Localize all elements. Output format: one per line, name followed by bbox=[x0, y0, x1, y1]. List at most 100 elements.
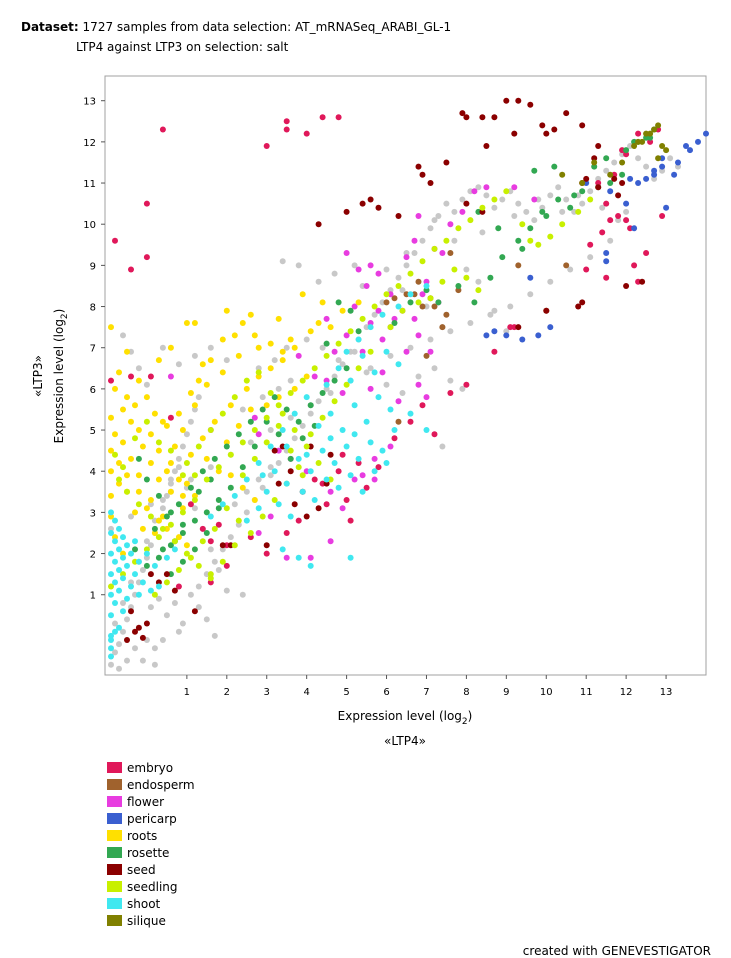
data-point bbox=[275, 385, 282, 392]
data-point bbox=[179, 443, 186, 450]
data-point bbox=[375, 307, 382, 314]
data-point bbox=[655, 122, 662, 129]
data-point bbox=[435, 213, 442, 219]
data-point bbox=[223, 439, 230, 446]
data-point bbox=[299, 377, 306, 384]
data-point bbox=[563, 196, 570, 203]
series-silique bbox=[559, 122, 670, 186]
data-point bbox=[663, 204, 670, 211]
data-point bbox=[431, 431, 438, 438]
data-point bbox=[191, 497, 198, 503]
data-point bbox=[219, 558, 226, 565]
y-tick-label: 4 bbox=[90, 467, 96, 478]
data-point bbox=[543, 130, 550, 137]
data-point bbox=[112, 579, 118, 586]
data-point bbox=[259, 513, 266, 520]
data-point bbox=[179, 472, 186, 479]
data-point bbox=[120, 332, 126, 339]
data-point bbox=[187, 501, 194, 508]
data-point bbox=[355, 328, 362, 335]
data-point bbox=[239, 320, 246, 326]
data-point bbox=[327, 390, 334, 396]
data-point bbox=[651, 126, 658, 133]
data-point bbox=[243, 476, 250, 483]
data-point bbox=[179, 558, 186, 565]
data-point bbox=[291, 427, 298, 433]
data-point bbox=[395, 398, 402, 405]
x-axis-ticks: 1 2 3 4 5 6 7 8 9 10 11 12 13 bbox=[184, 675, 672, 698]
data-point bbox=[120, 550, 126, 557]
data-point bbox=[179, 509, 186, 516]
data-point bbox=[427, 295, 434, 302]
data-point bbox=[112, 649, 118, 656]
data-point bbox=[359, 315, 366, 322]
data-point bbox=[363, 484, 370, 491]
y-tick-label: 2 bbox=[90, 550, 96, 561]
legend-label: rosette bbox=[127, 845, 170, 860]
data-point bbox=[343, 348, 350, 355]
data-point bbox=[455, 225, 462, 232]
data-point bbox=[159, 126, 166, 133]
data-point bbox=[108, 414, 114, 421]
data-point bbox=[607, 180, 614, 186]
data-point bbox=[419, 402, 426, 409]
data-point bbox=[143, 381, 150, 388]
data-point bbox=[227, 472, 234, 479]
data-point bbox=[247, 530, 254, 536]
data-point bbox=[475, 184, 482, 191]
data-point bbox=[108, 571, 114, 578]
data-point bbox=[619, 171, 626, 178]
data-point bbox=[108, 637, 114, 643]
data-point bbox=[132, 628, 138, 635]
data-point bbox=[355, 299, 362, 306]
data-point bbox=[415, 163, 422, 170]
data-point bbox=[611, 175, 618, 182]
data-point bbox=[159, 497, 166, 503]
x-axis-title-sub: 2 bbox=[462, 717, 468, 727]
data-point bbox=[247, 311, 254, 318]
data-point bbox=[116, 587, 122, 594]
legend-label: endosperm bbox=[127, 777, 195, 792]
data-point bbox=[303, 394, 310, 401]
data-point bbox=[351, 303, 358, 310]
data-point bbox=[419, 291, 426, 298]
data-point bbox=[295, 262, 302, 269]
data-point bbox=[116, 567, 122, 573]
data-point bbox=[611, 159, 618, 166]
data-point bbox=[108, 645, 114, 652]
legend-item-pericarp: pericarp bbox=[107, 810, 195, 827]
data-point bbox=[159, 505, 166, 512]
data-point bbox=[567, 204, 574, 211]
legend-swatch bbox=[107, 864, 122, 875]
data-point bbox=[167, 480, 174, 487]
data-point bbox=[371, 476, 378, 483]
legend-swatch bbox=[107, 813, 122, 824]
data-point bbox=[515, 237, 522, 244]
data-point bbox=[239, 464, 246, 471]
data-point bbox=[547, 233, 554, 240]
data-point bbox=[112, 385, 118, 392]
data-point bbox=[315, 460, 322, 466]
y-tick-label: 5 bbox=[90, 426, 96, 437]
data-point bbox=[303, 336, 310, 343]
data-point bbox=[283, 554, 290, 561]
x-tick-label: 1 bbox=[184, 687, 190, 698]
data-point bbox=[143, 562, 150, 569]
data-point bbox=[339, 361, 346, 368]
data-point bbox=[487, 311, 494, 318]
data-point bbox=[199, 468, 206, 475]
data-point bbox=[315, 505, 322, 512]
data-point bbox=[295, 455, 302, 462]
data-point bbox=[283, 126, 290, 133]
data-point bbox=[283, 406, 290, 413]
data-point bbox=[407, 299, 414, 306]
data-point bbox=[175, 361, 182, 368]
data-point bbox=[183, 320, 190, 326]
data-point bbox=[116, 480, 122, 487]
data-point bbox=[391, 315, 398, 322]
data-point bbox=[271, 394, 278, 401]
data-point bbox=[315, 320, 322, 326]
data-point bbox=[395, 303, 402, 310]
data-point bbox=[128, 513, 134, 520]
data-point bbox=[108, 583, 114, 590]
